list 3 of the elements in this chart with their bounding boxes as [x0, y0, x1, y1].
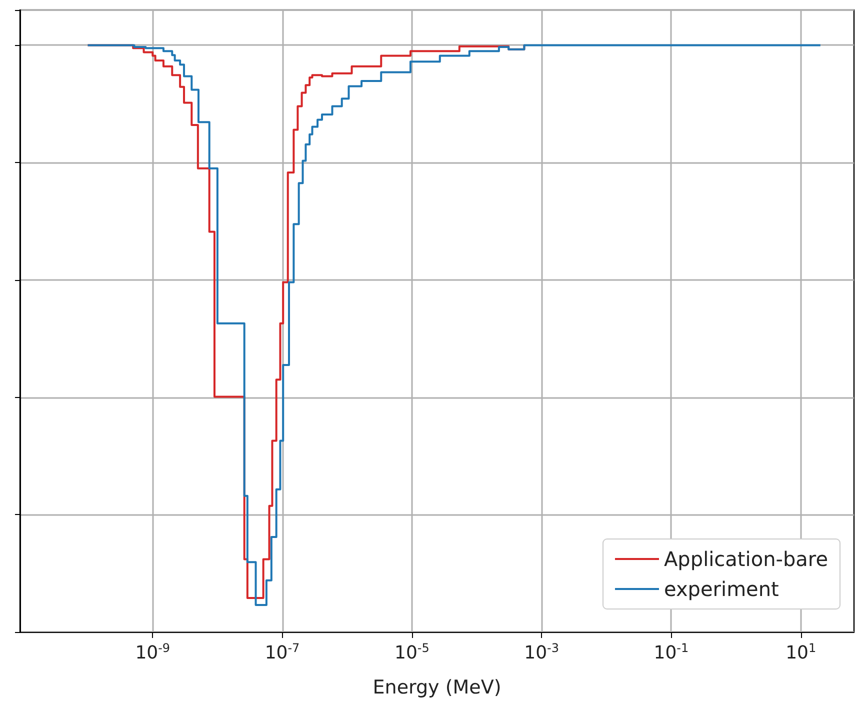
legend-label: experiment	[664, 577, 780, 601]
legend-label: Application-bare	[664, 547, 828, 571]
x-axis-title: Energy (MeV)	[372, 676, 502, 698]
